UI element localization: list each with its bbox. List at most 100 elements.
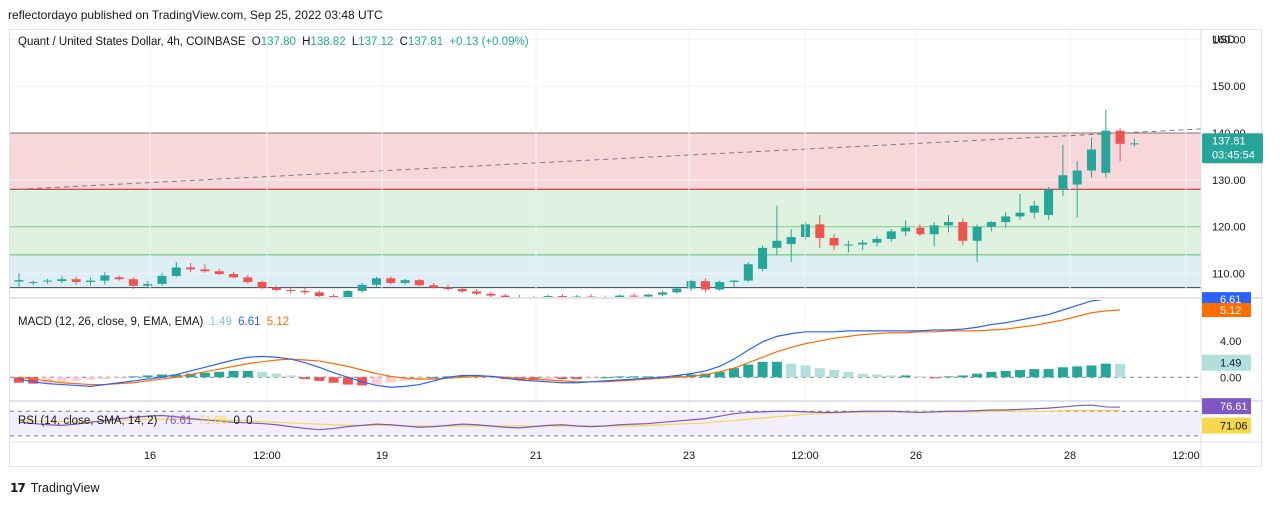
candle-body bbox=[171, 267, 181, 276]
candle-body bbox=[915, 227, 925, 235]
rsi-band bbox=[10, 411, 1201, 436]
macd-hist-bar bbox=[1057, 367, 1068, 378]
candle-body bbox=[615, 295, 625, 297]
candle-body bbox=[572, 296, 582, 297]
candle-body bbox=[414, 280, 424, 286]
candle-body bbox=[643, 294, 653, 297]
macd-signal-line bbox=[18, 309, 1121, 386]
time-tick-label: 21 bbox=[530, 450, 542, 462]
candle-body bbox=[229, 274, 238, 278]
candle-body bbox=[143, 283, 153, 286]
footer: 17 TradingView bbox=[10, 481, 100, 495]
macd-hist-bar bbox=[957, 375, 968, 378]
candle-body bbox=[958, 222, 968, 241]
macd-hist-bar bbox=[242, 370, 253, 378]
macd-hist-bar bbox=[628, 376, 639, 378]
candle-body bbox=[901, 227, 911, 232]
time-tick-label: 26 bbox=[910, 450, 922, 462]
candle-body bbox=[1087, 149, 1096, 171]
macd-title[interactable]: MACD (12, 26, close, 9, EMA, EMA) bbox=[18, 316, 204, 328]
macd-hist-bar bbox=[271, 373, 282, 378]
candle-body bbox=[300, 290, 310, 293]
price-tick-label: 110.00 bbox=[1212, 269, 1245, 281]
macd-hist-badge-label: 1.49 bbox=[1220, 358, 1241, 370]
macd-hist-bar bbox=[414, 377, 425, 380]
macd-signal-value: 5.12 bbox=[266, 316, 290, 328]
macd-hist-bar bbox=[71, 377, 82, 381]
macd-hist-bar bbox=[371, 377, 382, 385]
candle-body bbox=[343, 290, 353, 297]
candle-body bbox=[200, 269, 210, 272]
rsi-value-badge bbox=[1202, 398, 1251, 415]
candle-body bbox=[972, 226, 982, 241]
footer-brand[interactable]: TradingView bbox=[30, 481, 100, 495]
candle-body bbox=[872, 238, 882, 243]
candle-body bbox=[700, 281, 710, 290]
low-label: L bbox=[351, 36, 359, 48]
time-tick-label: 28 bbox=[1064, 450, 1076, 462]
candle-body bbox=[329, 296, 339, 297]
symbol-title[interactable]: Quant / United States Dollar, 4h, COINBA… bbox=[18, 36, 246, 48]
macd-hist-bar bbox=[85, 377, 96, 380]
time-tick-label: 23 bbox=[683, 450, 695, 462]
macd-hist-bar bbox=[99, 377, 110, 380]
macd-hist-bar bbox=[428, 377, 439, 379]
macd-hist-bar bbox=[700, 373, 711, 378]
macd-hist-bar bbox=[1072, 366, 1083, 378]
tradingview-logo-icon[interactable]: 17 bbox=[10, 481, 26, 495]
chart-canvas[interactable]: 160.00150.00140.00130.00120.00110.00137.… bbox=[10, 30, 1263, 468]
candle-body bbox=[243, 277, 253, 283]
macd-hist-value: 1.49 bbox=[209, 316, 232, 328]
macd-legend: MACD (12, 26, close, 9, EMA, EMA) 1.49 6… bbox=[18, 316, 292, 328]
candle-body bbox=[786, 237, 796, 245]
macd-hist-bar bbox=[185, 373, 196, 378]
rsi-legend: RSI (14, close, SMA, 14, 2) 76.61 71.06 … bbox=[18, 415, 256, 427]
macd-hist-bar bbox=[829, 370, 840, 378]
candle-body bbox=[28, 282, 38, 284]
candle-body bbox=[43, 280, 53, 282]
macd-hist-bar bbox=[285, 375, 296, 378]
macd-hist-bar bbox=[771, 361, 782, 378]
macd-tick-label: 4.00 bbox=[1220, 336, 1241, 348]
candle-body bbox=[186, 267, 196, 270]
candle-body bbox=[372, 278, 381, 285]
candle-body bbox=[386, 278, 396, 283]
macd-hist-bar bbox=[257, 371, 268, 378]
macd-hist-bar bbox=[900, 375, 911, 378]
rsi-extra2-value: 0 bbox=[246, 415, 253, 427]
rsi-value-badge-label: 76.61 bbox=[1220, 401, 1248, 413]
close-value: 137.81 bbox=[407, 36, 444, 48]
main-legend: Quant / United States Dollar, 4h, COINBA… bbox=[18, 36, 532, 48]
high-value: 138.82 bbox=[310, 36, 346, 48]
candle-body bbox=[271, 287, 281, 290]
macd-hist-bar bbox=[600, 377, 611, 379]
candle-body bbox=[557, 296, 567, 297]
candle-body bbox=[429, 285, 439, 288]
macd-hist-bar bbox=[199, 372, 210, 378]
candle-body bbox=[815, 224, 825, 238]
candle-body bbox=[157, 275, 167, 284]
rsi-title[interactable]: RSI (14, close, SMA, 14, 2) bbox=[18, 415, 158, 427]
last-price-badge bbox=[1202, 133, 1263, 164]
macd-tick-label: 0.00 bbox=[1220, 372, 1241, 384]
macd-hist-bar bbox=[142, 375, 153, 378]
rsi-ma-badge-label: 71.06 bbox=[1220, 421, 1248, 433]
chart-frame[interactable]: 160.00150.00140.00130.00120.00110.00137.… bbox=[9, 29, 1263, 468]
candle-body bbox=[1001, 216, 1011, 223]
macd-hist-bar bbox=[757, 361, 768, 378]
rsi-line bbox=[18, 404, 1121, 431]
candle-body bbox=[1058, 175, 1068, 190]
macd-hist-bar bbox=[1000, 370, 1011, 378]
candle-body bbox=[629, 295, 639, 297]
close-label: C bbox=[399, 36, 408, 48]
macd-line bbox=[18, 300, 1104, 388]
candle-body bbox=[858, 242, 868, 245]
macd-hist-bar bbox=[557, 377, 568, 380]
candle-body bbox=[886, 231, 896, 239]
candle-body bbox=[214, 271, 224, 275]
candle-body bbox=[486, 293, 496, 296]
candle-body bbox=[71, 279, 81, 283]
macd-pane bbox=[10, 300, 1201, 388]
candle-body bbox=[1029, 205, 1039, 213]
macd-hist-badge bbox=[1202, 354, 1251, 371]
